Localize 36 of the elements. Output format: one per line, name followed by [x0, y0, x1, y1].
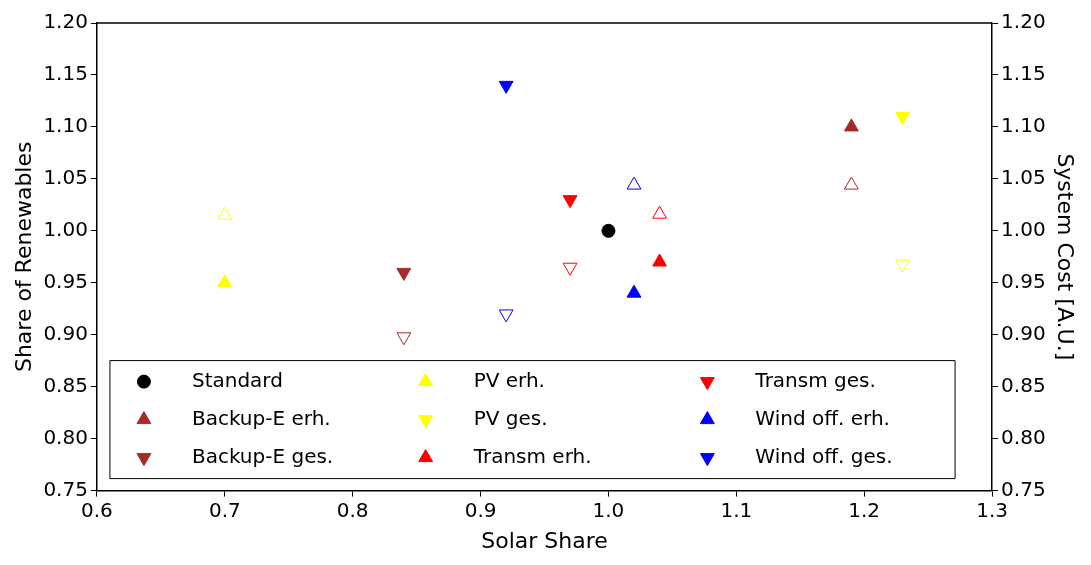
- x-tick-label: 1.0: [592, 497, 625, 522]
- y-tick-label: 1.10: [43, 113, 88, 138]
- y2-tick-label: 0.95: [1001, 268, 1046, 293]
- y-axis-title: Share of Renewables: [10, 141, 36, 373]
- y-tick-label: 0.90: [43, 320, 88, 345]
- legend-label: Wind off. ges.: [755, 443, 893, 468]
- legend-label: Wind off. erh.: [755, 405, 890, 430]
- x-tick-label: 0.9: [464, 497, 497, 522]
- y-tick-label: 1.15: [43, 61, 88, 86]
- legend-label: PV erh.: [473, 367, 545, 392]
- y2-tick-label: 0.90: [1001, 320, 1046, 345]
- y-tick-label: 1.20: [43, 9, 88, 34]
- y-tick-label: 0.85: [43, 372, 88, 397]
- x-tick-label: 0.7: [208, 497, 241, 522]
- y-tick-label: 1.05: [43, 165, 88, 190]
- x-tick-label: 1.2: [848, 497, 881, 522]
- x-axis-title: Solar Share: [481, 527, 608, 553]
- y2-axis-title: System Cost [A.U.]: [1053, 153, 1079, 361]
- y2-tick-label: 0.80: [1001, 424, 1046, 449]
- legend-label: Standard: [191, 367, 283, 392]
- x-tick-label: 0.8: [336, 497, 369, 522]
- y2-tick-label: 1.20: [1001, 9, 1046, 34]
- legend-label: Transm erh.: [472, 443, 592, 468]
- y2-tick-label: 1.00: [1001, 217, 1046, 242]
- y-tick-label: 0.80: [43, 424, 88, 449]
- legend-label: Transm ges.: [754, 367, 876, 392]
- y2-tick-label: 0.85: [1001, 372, 1046, 397]
- y2-tick-label: 1.05: [1001, 165, 1046, 190]
- x-tick-label: 1.1: [720, 497, 753, 522]
- legend-label: Backup-E erh.: [191, 405, 331, 430]
- legend-label: PV ges.: [473, 405, 548, 430]
- y2-tick-label: 1.15: [1001, 61, 1046, 86]
- y-tick-label: 1.00: [43, 217, 88, 242]
- legend-label: Backup-E ges.: [191, 443, 334, 468]
- y2-tick-label: 1.10: [1001, 113, 1046, 138]
- y-tick-label: 0.95: [43, 268, 88, 293]
